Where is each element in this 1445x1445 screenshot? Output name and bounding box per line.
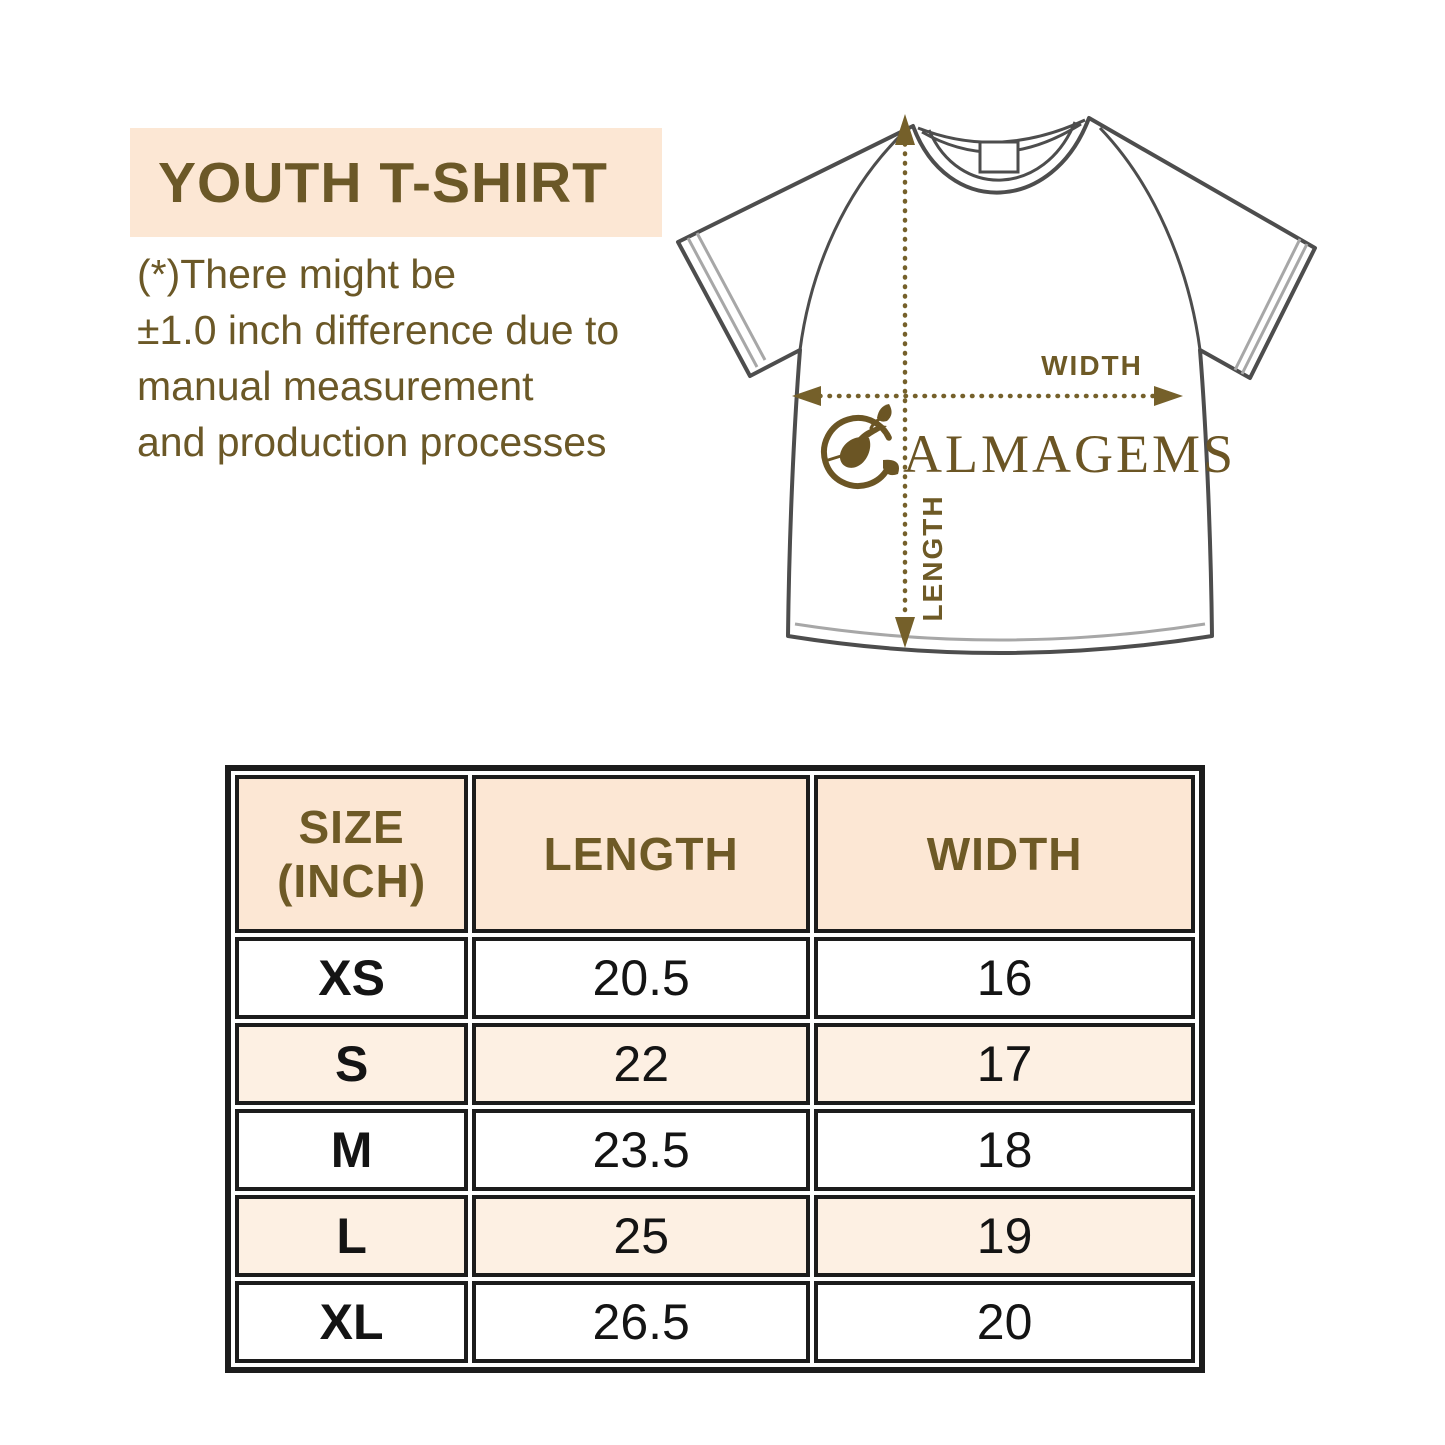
width-value: 17	[814, 1023, 1195, 1105]
size-label: XS	[235, 937, 469, 1019]
size-label: M	[235, 1109, 469, 1191]
brand-logo-icon	[821, 404, 899, 489]
armhole-seams	[798, 126, 1202, 351]
table-row-xs: XS 20.5 16	[235, 937, 1195, 1019]
seam-lines	[686, 232, 1309, 642]
length-value: 20.5	[472, 937, 811, 1019]
length-value: 23.5	[472, 1109, 811, 1191]
length-arrow-label: LENGTH	[917, 494, 948, 621]
size-header-line2: (INCH)	[277, 855, 427, 907]
brand-logo-text: ALMAGEMS	[903, 424, 1236, 484]
size-label: S	[235, 1023, 469, 1105]
size-table-header-width: WIDTH	[814, 775, 1195, 933]
collar-tag	[978, 140, 1020, 174]
table-row-l: L 25 19	[235, 1195, 1195, 1277]
size-header-line1: SIZE	[298, 800, 405, 853]
size-label: L	[235, 1195, 469, 1277]
tshirt-outline-drawing	[676, 116, 1317, 655]
disclaimer-line: manual measurement	[137, 363, 534, 409]
disclaimer-line: ±1.0 inch difference due to	[137, 307, 620, 353]
page-title: YOUTH T-SHIRT	[158, 150, 608, 215]
size-table-header-row: SIZE (INCH) LENGTH WIDTH	[235, 775, 1195, 933]
length-value: 26.5	[472, 1281, 811, 1363]
page-title-highlight: YOUTH T-SHIRT	[130, 128, 662, 237]
width-value: 16	[814, 937, 1195, 1019]
length-value: 25	[472, 1195, 811, 1277]
width-value: 18	[814, 1109, 1195, 1191]
tshirt-diagram: WIDTH LENGTH ALMAGEMS	[655, 88, 1345, 688]
size-table: SIZE (INCH) LENGTH WIDTH XS 20.5 16 S 22…	[225, 765, 1205, 1373]
size-table-header-length: LENGTH	[472, 775, 811, 933]
table-row-m: M 23.5 18	[235, 1109, 1195, 1191]
disclaimer-line: and production processes	[137, 419, 607, 465]
width-arrow-label: WIDTH	[1041, 350, 1143, 381]
table-row-xl: XL 26.5 20	[235, 1281, 1195, 1363]
disclaimer-line: (*)There might be	[137, 251, 457, 297]
size-table-header-size: SIZE (INCH)	[235, 775, 469, 933]
width-value: 19	[814, 1195, 1195, 1277]
width-value: 20	[814, 1281, 1195, 1363]
length-value: 22	[472, 1023, 811, 1105]
table-row-s: S 22 17	[235, 1023, 1195, 1105]
disclaimer-text: (*)There might be ±1.0 inch difference d…	[137, 246, 717, 470]
length-arrow	[895, 114, 915, 648]
size-label: XL	[235, 1281, 469, 1363]
width-arrow	[792, 386, 1183, 406]
